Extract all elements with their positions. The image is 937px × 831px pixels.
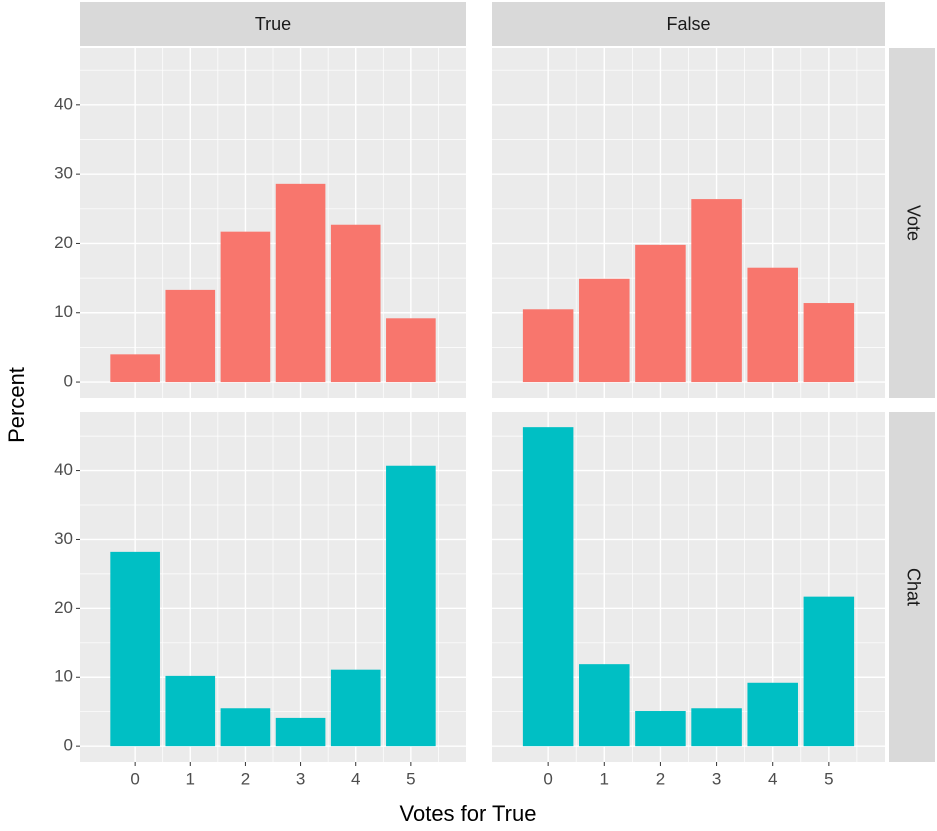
bar xyxy=(386,465,436,747)
bar xyxy=(747,682,798,747)
bar xyxy=(803,303,855,383)
y-tick-label: 30 xyxy=(54,529,73,548)
strip xyxy=(889,412,935,762)
strip xyxy=(492,2,885,46)
y-tick-label: 20 xyxy=(54,598,73,617)
x-tick-label: 4 xyxy=(351,769,360,788)
bar xyxy=(803,596,855,747)
y-tick-label: 0 xyxy=(64,736,73,755)
strip-label: False xyxy=(666,14,710,34)
bar xyxy=(110,354,160,383)
bar xyxy=(522,427,574,747)
bar xyxy=(220,708,271,747)
x-tick-label: 5 xyxy=(824,769,833,788)
bar xyxy=(110,551,160,747)
bar xyxy=(275,717,326,747)
bar xyxy=(635,244,686,383)
strip-label: Chat xyxy=(903,568,923,606)
bar xyxy=(386,318,436,383)
bar xyxy=(165,675,216,747)
y-axis-label: Percent xyxy=(4,367,29,443)
x-tick-label: 2 xyxy=(241,769,250,788)
y-tick-label: 30 xyxy=(54,164,73,183)
strip xyxy=(80,2,466,46)
bar xyxy=(275,183,326,383)
x-tick-label: 3 xyxy=(712,769,721,788)
bar xyxy=(747,267,798,383)
x-tick-label: 1 xyxy=(600,769,609,788)
x-axis-label: Votes for True xyxy=(400,801,537,826)
x-tick-label: 5 xyxy=(406,769,415,788)
y-tick-label: 10 xyxy=(54,302,73,321)
bar xyxy=(330,224,381,383)
bar xyxy=(691,708,742,747)
y-tick-label: 0 xyxy=(64,372,73,391)
strip xyxy=(889,48,935,398)
strip-label: Vote xyxy=(903,205,923,241)
bar xyxy=(330,669,381,747)
bar xyxy=(579,278,630,383)
bar xyxy=(635,711,686,747)
x-tick-label: 0 xyxy=(130,769,139,788)
y-tick-label: 40 xyxy=(54,460,73,479)
bar xyxy=(579,664,630,747)
y-tick-label: 40 xyxy=(54,94,73,113)
y-tick-label: 10 xyxy=(54,667,73,686)
x-tick-label: 4 xyxy=(768,769,777,788)
y-tick-label: 20 xyxy=(54,233,73,252)
strip-label: True xyxy=(255,14,291,34)
x-tick-label: 2 xyxy=(656,769,665,788)
x-tick-label: 3 xyxy=(296,769,305,788)
bar xyxy=(165,289,216,383)
x-tick-label: 1 xyxy=(186,769,195,788)
bar xyxy=(522,309,574,383)
x-tick-label: 0 xyxy=(543,769,552,788)
bar xyxy=(691,199,742,383)
bar xyxy=(220,231,271,383)
